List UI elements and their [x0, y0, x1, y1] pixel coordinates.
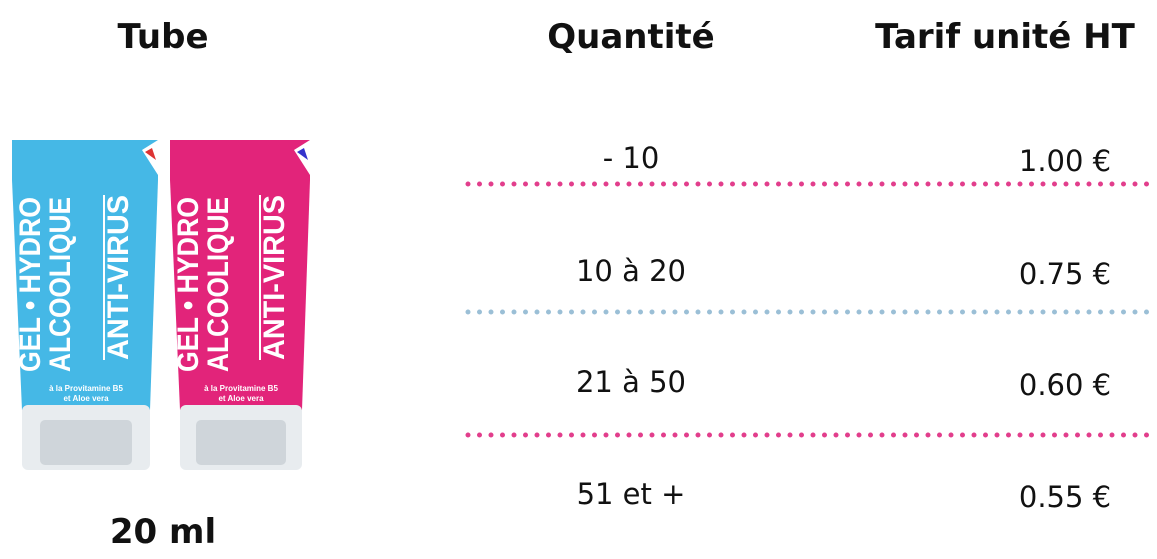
- tube-text: GEL • HYDRO: [14, 197, 47, 372]
- quantity: 51 et +: [577, 477, 686, 511]
- rows: - 10 1.00 € 10 à 20 0.75 € 21 à 50 0.60 € 51 e…: [576, 141, 1111, 514]
- product-size: 20 ml: [110, 512, 216, 552]
- tube-text: ALCOOLIQUE: [44, 197, 77, 372]
- tube-text: ALCOOLIQUE: [202, 197, 235, 372]
- quantity: - 10: [603, 141, 660, 175]
- tube-text: ANTI-VIRUS: [258, 195, 291, 360]
- tube-blue: GEL • HYDRO ALCOOLIQUE ANTI-VIRUS à la P…: [12, 140, 158, 470]
- tube-pink: GEL • HYDRO ALCOOLIQUE ANTI-VIRUS à la P…: [170, 140, 310, 470]
- unit-price: 0.60 €: [1019, 368, 1111, 402]
- column-header: Tarif unité HT: [875, 17, 1135, 57]
- tube-subtext: et Aloe vera: [218, 394, 264, 403]
- tube-subtext: et Aloe vera: [63, 394, 109, 403]
- quantity: 21 à 50: [576, 365, 686, 399]
- column-header: Quantité: [547, 17, 714, 57]
- quantity: 10 à 20: [576, 254, 686, 288]
- tube-subtext: à la Provitamine B5: [204, 384, 278, 393]
- price-table: Tube Quantité Tarif unité HT GEL • HYDRO…: [0, 0, 1157, 555]
- tube-text: GEL • HYDRO: [172, 197, 205, 372]
- tube-subtext: à la Provitamine B5: [49, 384, 123, 393]
- unit-price: 0.55 €: [1019, 480, 1111, 514]
- unit-price: 1.00 €: [1019, 144, 1111, 178]
- column-header: Tube: [117, 17, 208, 57]
- page: Tube Quantité Tarif unité HT GEL • HYDRO…: [0, 0, 1157, 555]
- tube-text: ANTI-VIRUS: [102, 195, 135, 360]
- unit-price: 0.75 €: [1019, 257, 1111, 291]
